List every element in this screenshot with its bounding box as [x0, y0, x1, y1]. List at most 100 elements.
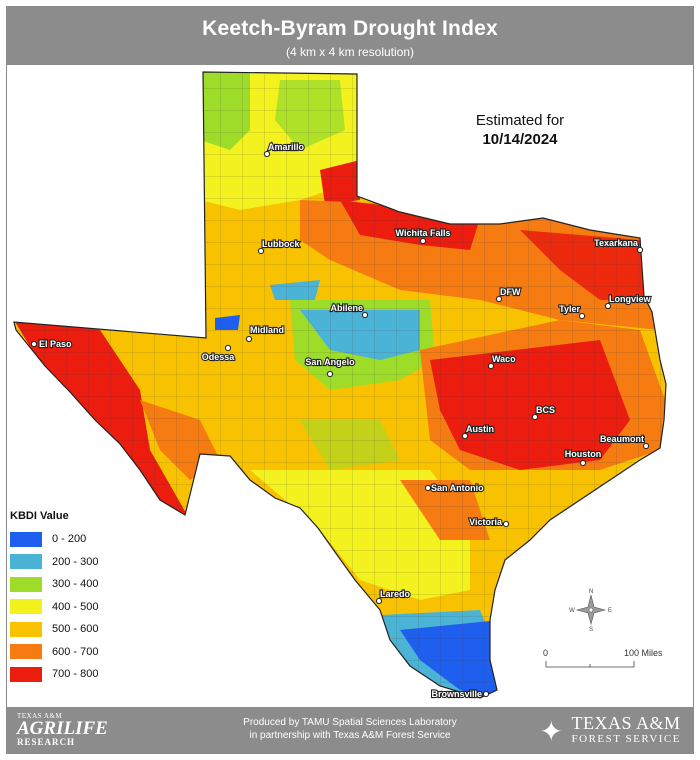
- city-marker: Longview: [604, 293, 653, 310]
- legend-label: 700 - 800: [52, 668, 99, 681]
- city-marker: Waco: [487, 353, 517, 370]
- city-dot-icon: [257, 247, 265, 255]
- header-bar: Keetch-Byram Drought Index (4 km x 4 km …: [7, 7, 693, 65]
- city-label: Beaumont: [600, 434, 644, 444]
- agrilife-logo: TEXAS A&M AGRILIFE RESEARCH: [17, 712, 108, 747]
- legend-swatch: [10, 554, 42, 570]
- forest-service-logo: ✦ TEXAS A&M FOREST SERVICE: [540, 713, 681, 748]
- city-dot-icon: [224, 344, 232, 352]
- city-dot-icon: [531, 413, 539, 421]
- footer-bar: TEXAS A&M AGRILIFE RESEARCH Produced by …: [7, 707, 693, 753]
- city-dot-icon: [487, 362, 495, 370]
- city-dot-icon: [482, 690, 490, 698]
- compass-n: N: [589, 589, 593, 595]
- city-marker: El Paso: [30, 338, 73, 350]
- legend-label: 600 - 700: [52, 645, 99, 658]
- map-title: Keetch-Byram Drought Index: [202, 17, 498, 40]
- city-label: San Antonio: [431, 483, 484, 493]
- city-marker: Abilene: [329, 302, 369, 319]
- legend: KBDI Value 0 - 200 200 - 300 300 - 400 400 …: [10, 510, 98, 686]
- legend-item: 600 - 700: [10, 641, 98, 664]
- city-dot-icon: [263, 150, 271, 158]
- legend-item: 700 - 800: [10, 663, 98, 686]
- city-marker: Odessa: [201, 344, 236, 363]
- legend-swatch: [10, 576, 42, 592]
- city-label: Tyler: [559, 304, 580, 314]
- city-dot-icon: [636, 246, 644, 254]
- city-label: DFW: [500, 287, 521, 297]
- city-label: Longview: [609, 294, 652, 304]
- city-dot-icon: [461, 432, 469, 440]
- city-label: Midland: [250, 325, 284, 335]
- legend-swatch: [10, 621, 42, 637]
- city-label: Amarillo: [268, 142, 305, 152]
- map-subtitle: (4 km x 4 km resolution): [285, 45, 415, 59]
- credit-line1: Produced by TAMU Spatial Sciences Labora…: [243, 717, 457, 728]
- city-dot-icon: [604, 302, 612, 310]
- agrilife-logo-line2: AGRILIFE: [17, 718, 108, 739]
- city-markers: Amarillo Lubbock Wichita Falls Texarkana DFW…: [30, 141, 653, 700]
- city-label: Wichita Falls: [396, 228, 451, 238]
- production-credit: Produced by TAMU Spatial Sciences Labora…: [7, 716, 693, 742]
- city-label: Victoria: [469, 517, 503, 527]
- legend-label: 400 - 500: [52, 600, 99, 613]
- city-marker: Amarillo: [263, 141, 306, 158]
- scale-start: 0: [543, 648, 549, 658]
- forest-logo-line1: TEXAS A&M: [571, 713, 681, 733]
- legend-item: 200 - 300: [10, 551, 98, 574]
- city-dot-icon: [578, 312, 586, 320]
- city-marker: Beaumont: [599, 433, 650, 450]
- estimate-label: Estimated for: [475, 112, 565, 129]
- city-marker: Lubbock: [257, 238, 302, 255]
- star-icon: ✦: [539, 717, 563, 748]
- city-label: San Angelo: [305, 357, 355, 367]
- compass-w: W: [569, 608, 575, 614]
- texas-outline: [13, 71, 667, 699]
- city-marker: Houston: [564, 448, 602, 467]
- scale-line: [545, 661, 635, 668]
- legend-item: 0 - 200: [10, 528, 98, 551]
- city-marker: BCS: [531, 404, 556, 421]
- city-label: Abilene: [330, 303, 363, 313]
- city-label: Laredo: [380, 589, 411, 599]
- city-dot-icon: [375, 597, 383, 605]
- city-marker: Victoria: [468, 516, 510, 528]
- city-dot-icon: [579, 459, 587, 467]
- city-label: Texarkana: [594, 238, 639, 248]
- legend-swatch: [10, 531, 42, 547]
- city-label: Austin: [466, 424, 494, 434]
- city-marker: San Antonio: [424, 482, 485, 494]
- legend-swatch: [10, 666, 42, 682]
- city-dot-icon: [326, 370, 334, 378]
- city-marker: Austin: [461, 423, 495, 440]
- city-dot-icon: [642, 442, 650, 450]
- legend-label: 300 - 400: [52, 578, 99, 591]
- estimate-date: 10/14/2024: [482, 131, 558, 148]
- city-dot-icon: [245, 335, 253, 343]
- city-label: El Paso: [39, 339, 72, 349]
- legend-rows: 0 - 200 200 - 300 300 - 400 400 - 500 500 - …: [10, 528, 98, 686]
- compass-rose: N S E W: [569, 589, 612, 632]
- city-label: Lubbock: [262, 239, 300, 249]
- legend-label: 200 - 300: [52, 555, 99, 568]
- city-marker: Texarkana: [593, 237, 644, 254]
- city-dot-icon: [424, 484, 432, 492]
- city-label: Waco: [492, 354, 516, 364]
- city-dot-icon: [419, 237, 427, 245]
- legend-swatch: [10, 644, 42, 660]
- compass-e: E: [608, 608, 612, 614]
- legend-item: 500 - 600: [10, 618, 98, 641]
- city-marker: Laredo: [375, 588, 412, 605]
- estimate-box: Estimated for 10/14/2024: [450, 112, 590, 148]
- legend-label: 0 - 200: [52, 533, 87, 546]
- legend-title: KBDI Value: [10, 510, 69, 522]
- city-label: BCS: [536, 405, 555, 415]
- legend-swatch: [10, 599, 42, 615]
- city-label: Brownsville: [431, 689, 482, 699]
- city-marker: Wichita Falls: [394, 227, 452, 245]
- city-marker: DFW: [495, 286, 522, 303]
- city-dot-icon: [502, 520, 510, 528]
- city-label: Odessa: [202, 352, 236, 362]
- forest-logo-line2: FOREST SERVICE: [571, 733, 681, 745]
